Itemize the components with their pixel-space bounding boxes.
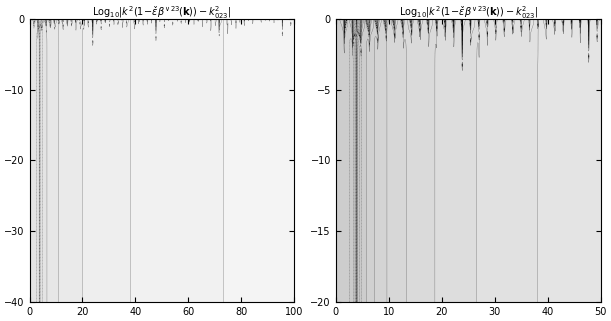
Title: $\mathrm{Log}_{10}|k^2(1\!-\!\epsilon\check{\beta}^{\!\vee 23\!}(\mathbf{k}))-k^: $\mathrm{Log}_{10}|k^2(1\!-\!\epsilon\ch…	[398, 4, 538, 21]
Title: $\mathrm{Log}_{10}|k^2(1\!-\!\epsilon\check{\beta}^{\!\vee 23\!}(\mathbf{k}))-k^: $\mathrm{Log}_{10}|k^2(1\!-\!\epsilon\ch…	[92, 4, 232, 21]
